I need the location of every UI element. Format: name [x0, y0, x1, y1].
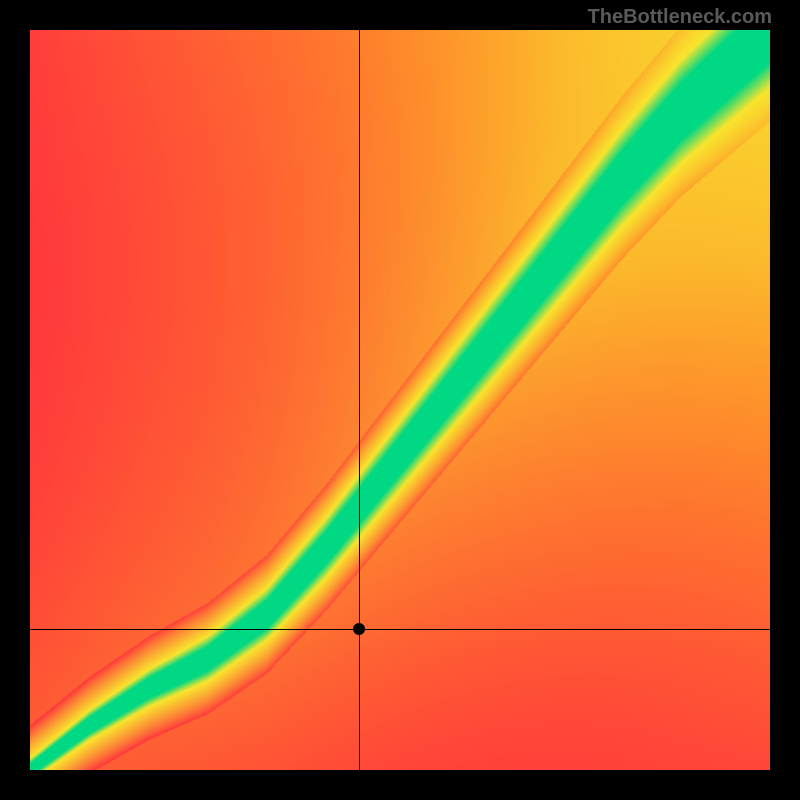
- heatmap-canvas: [30, 30, 770, 770]
- chart-container: TheBottleneck.com: [0, 0, 800, 800]
- crosshair-horizontal: [30, 629, 770, 630]
- watermark-text: TheBottleneck.com: [588, 6, 772, 29]
- crosshair-marker: [353, 623, 365, 635]
- crosshair-vertical: [359, 30, 360, 770]
